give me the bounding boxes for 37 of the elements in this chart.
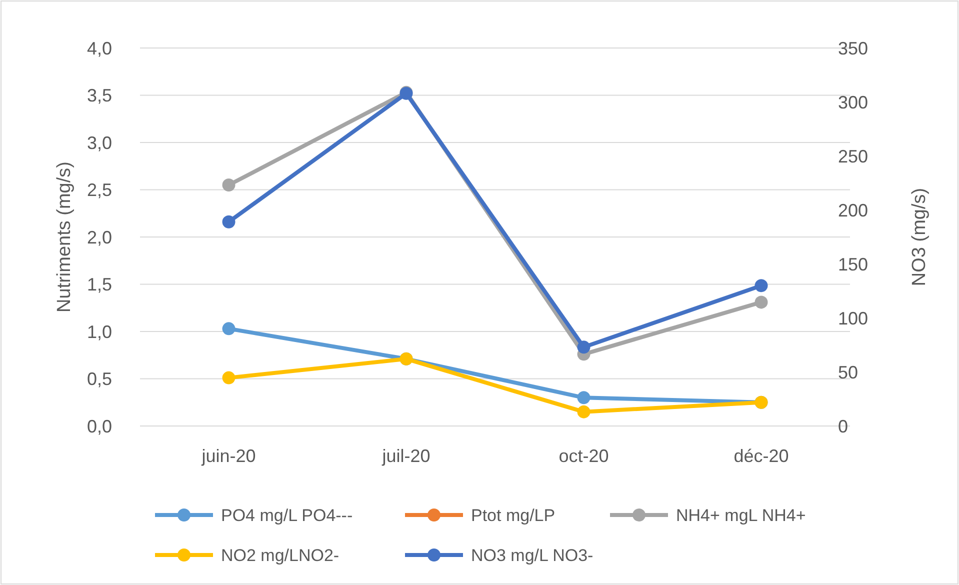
point (577, 340, 590, 354)
x-tick-label: oct-20 (558, 446, 609, 466)
point (222, 178, 236, 192)
y-tick-label: 2,0 (86, 227, 112, 248)
y-tick-label: 2,5 (86, 180, 112, 200)
x-tick-label: juil-20 (381, 446, 430, 466)
legend-label: NO3 mg/L NO3- (471, 546, 594, 565)
y2-tick-label: 350 (838, 38, 868, 58)
x-tick-label: juin-20 (200, 446, 256, 466)
point (577, 405, 590, 418)
point (577, 391, 590, 404)
y-tick-label: 3,0 (86, 132, 112, 153)
y2-tick-label: 200 (838, 200, 868, 220)
y2-tick-label: 300 (838, 92, 868, 112)
y2-tick-label: 0 (838, 416, 848, 436)
x-tick-label: déc-20 (734, 446, 789, 466)
point (222, 371, 236, 384)
y-tick-label: 4,0 (86, 38, 112, 58)
point (222, 322, 236, 336)
y-tick-label: 1,0 (86, 322, 112, 342)
y-tick-label: 1,5 (86, 274, 112, 295)
legend-label: NH4+ mgL NH4+ (676, 506, 806, 525)
y-tick-label: 0,5 (86, 369, 112, 390)
y-tick-label: 0,0 (86, 416, 112, 436)
legend-label: PO4 mg/L PO4--- (221, 506, 353, 525)
legend-label: Ptot mg/LP (471, 506, 556, 525)
point (222, 215, 236, 228)
point (754, 296, 768, 309)
legend-label: NO2 mg/LNO2- (221, 546, 340, 565)
y2-tick-label: 50 (838, 362, 858, 382)
point (754, 279, 768, 292)
y-axis-title: Nutriments (mg/s) (54, 162, 75, 312)
y-tick-label: 3,5 (86, 86, 112, 106)
y2-axis-title: NO3 (mg/s) (909, 188, 930, 286)
y2-tick-label: 250 (838, 146, 868, 166)
y2-tick-label: 100 (838, 308, 868, 328)
y2-tick-label: 150 (838, 254, 868, 274)
